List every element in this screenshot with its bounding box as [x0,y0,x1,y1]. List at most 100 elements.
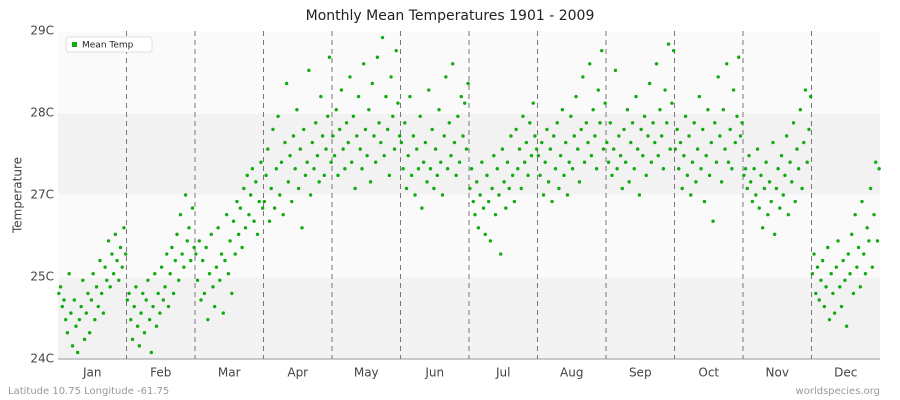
data-point [796,167,801,171]
data-point [863,272,868,276]
data-point [368,180,373,184]
data-point [411,134,416,138]
data-point [502,180,506,184]
data-point [403,121,407,125]
data-point [283,140,287,145]
data-point [132,304,136,309]
data-point [192,245,196,250]
data-point [199,298,203,302]
data-point [161,298,166,302]
data-point [223,258,227,263]
data-point [745,186,749,191]
data-point [567,160,571,164]
data-point [834,265,839,269]
data-point [189,258,193,263]
data-point [469,167,474,171]
data-point [300,226,304,230]
data-point [353,186,357,191]
data-point [356,94,361,99]
data-point [867,239,871,243]
data-point [146,278,150,282]
x-tick-label: Jul [495,366,510,380]
data-point [541,193,546,197]
data-point [288,153,292,158]
data-point [99,291,104,296]
legend-box [65,36,153,53]
data-point [115,258,119,263]
data-point [221,311,225,315]
data-point [197,239,201,243]
data-point [236,232,241,237]
data-point [564,140,568,145]
data-point [360,167,364,171]
data-point [543,160,547,164]
data-point [93,317,97,322]
data-point [250,167,255,171]
data-point [269,186,273,191]
data-point [644,173,648,178]
data-point [486,199,491,204]
data-point [445,167,450,171]
data-point [716,75,720,79]
data-point [713,121,717,125]
data-point [346,140,350,145]
data-point [159,265,164,269]
data-point [312,167,316,171]
background-band [58,113,880,195]
x-tick-label: Mar [218,366,241,380]
data-point [437,108,441,112]
y-tick-label: 29C [30,24,54,38]
data-point [505,160,510,164]
data-point [654,62,659,66]
data-point [488,239,493,243]
data-point [327,55,332,59]
data-point [307,68,311,73]
data-point [829,272,833,276]
data-point [588,62,592,66]
data-point [516,167,520,171]
data-point [290,199,294,204]
data-point [618,153,623,158]
data-point [118,245,123,250]
data-point [476,226,481,230]
data-point [615,167,619,171]
data-point [651,121,655,125]
data-point [579,127,583,132]
data-point [742,173,746,178]
data-point [235,199,239,204]
data-point [142,331,147,335]
data-point [177,278,181,282]
data-point [149,350,154,355]
data-point [276,114,280,118]
data-point [348,75,352,79]
data-point [670,101,674,105]
data-point [137,344,142,348]
data-point [784,134,789,138]
data-point [154,324,159,328]
data-point [271,127,275,132]
data-point [322,173,326,178]
data-point [267,219,272,223]
data-point [617,134,621,138]
data-point [392,147,397,151]
y-tick-label: 24C [30,352,54,366]
data-point [779,153,784,158]
data-point [170,245,174,250]
data-point [596,88,600,92]
data-point [305,160,309,164]
chart-title: Monthly Mean Temperatures 1901 - 2009 [306,8,595,24]
data-point [420,206,424,210]
data-point [442,134,446,138]
data-point [738,134,743,138]
data-point [601,147,606,151]
data-point [677,167,681,171]
data-point [653,140,657,145]
data-point [844,324,849,328]
data-point [254,180,258,184]
data-point [219,252,224,256]
data-point [605,140,609,145]
data-point [754,193,758,197]
data-point [248,193,253,197]
data-point [759,173,763,178]
data-point [646,134,650,138]
